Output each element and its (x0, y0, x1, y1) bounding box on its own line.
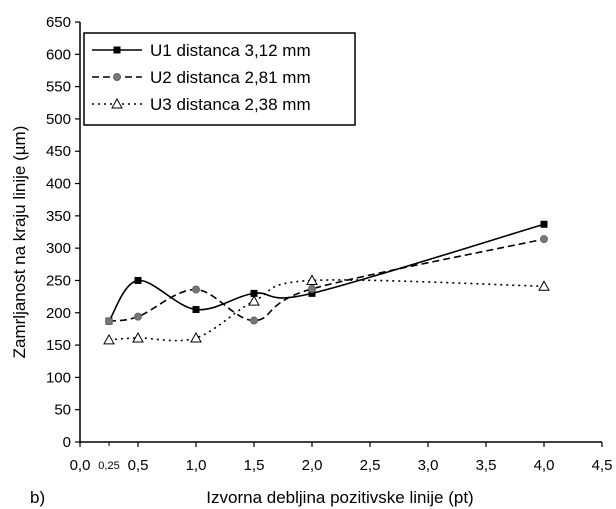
y-tick-label: 600 (46, 46, 71, 63)
x-tick-label: 1,0 (186, 457, 207, 474)
y-tick-label: 250 (46, 272, 71, 289)
x-tick-label: 0,5 (128, 457, 149, 474)
y-tick-label: 300 (46, 240, 71, 257)
marker-triangle (248, 295, 260, 306)
legend-label: U3 distanca 2,38 mm (150, 95, 311, 114)
legend-box (83, 32, 356, 126)
y-axis-title: Zamrljanost na kraju linije (µm) (10, 126, 29, 359)
x-tick-label: 0,0 (70, 457, 91, 474)
y-tick-label: 550 (46, 79, 71, 96)
marker-circle (540, 235, 548, 244)
marker-square (134, 276, 142, 284)
axes: 0 50 100 150 200 250 300 350 400 450 500 550 600 650 0… (46, 14, 612, 474)
marker-square (250, 289, 258, 297)
x-tick-label: 2,5 (360, 457, 381, 474)
x-tick-label: 1,5 (244, 457, 265, 474)
x-tick-label: 3,0 (418, 457, 439, 474)
x-tick-label: 3,5 (476, 457, 497, 474)
x-tick-label: 4,0 (534, 457, 555, 474)
marker-circle (113, 73, 121, 81)
marker-square (113, 46, 121, 54)
marker-triangle (132, 331, 144, 343)
x-tick-label: 4,5 (592, 457, 613, 474)
marker-circle (308, 284, 316, 293)
x-axis-title: Izvorna debljina pozitivske linije (pt) (206, 488, 473, 507)
legend-label: U2 distanca 2,81 mm (150, 68, 311, 87)
series-1 (105, 220, 548, 325)
marker-circle (192, 285, 200, 294)
y-tick-label: 0 (63, 434, 71, 451)
series-3 (103, 274, 550, 345)
y-tick-label: 50 (54, 402, 71, 419)
series-2 (105, 235, 548, 326)
x-tick-label: 2,0 (302, 457, 323, 474)
marker-circle (105, 317, 113, 326)
marker-triangle (103, 333, 115, 345)
marker-circle (250, 316, 258, 325)
y-tick-label: 350 (46, 208, 71, 225)
marker-triangle (190, 331, 202, 343)
series-line (108, 223, 545, 322)
legend-label: U1 distanca 3,12 mm (150, 41, 311, 60)
y-tick-label: 400 (46, 176, 71, 193)
marker-triangle (306, 274, 318, 285)
marker-circle (134, 312, 142, 321)
marker-square (308, 289, 316, 297)
y-tick-label: 650 (46, 14, 71, 31)
series-group (103, 220, 550, 345)
y-tick-label: 150 (46, 337, 71, 354)
marker-square (192, 306, 200, 314)
x-tick-label-minor: 0,25 (98, 460, 119, 472)
panel-label: b) (30, 488, 45, 507)
legend: U1 distanca 3,12 mm U2 distanca 2,81 mm U3… (83, 32, 356, 126)
y-tick-label: 100 (46, 369, 71, 386)
y-tick-label: 500 (46, 111, 71, 128)
y-tick-label: 200 (46, 305, 71, 322)
marker-triangle (538, 280, 550, 291)
marker-triangle (111, 97, 123, 109)
marker-square (540, 220, 548, 228)
y-tick-label: 450 (46, 143, 71, 160)
